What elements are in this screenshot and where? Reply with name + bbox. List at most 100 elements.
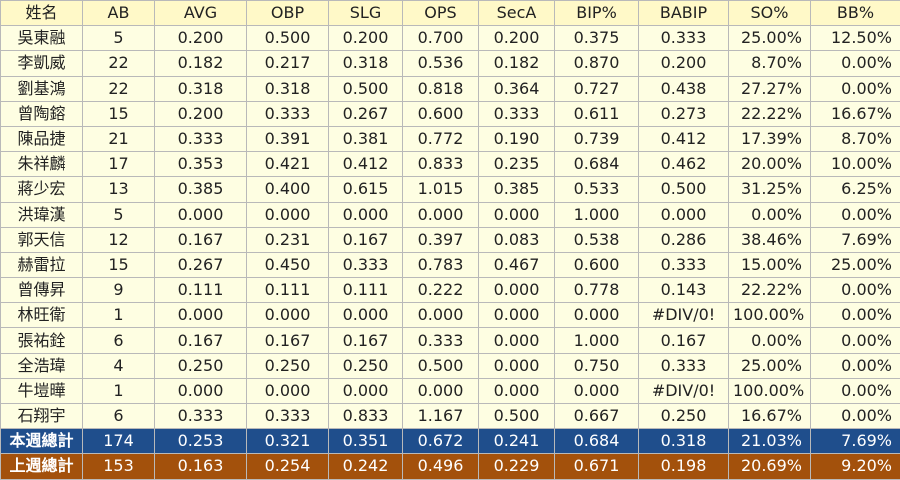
cell-bb-pct[interactable]: 8.70% bbox=[811, 126, 900, 151]
cell-babip[interactable]: 0.333 bbox=[639, 252, 729, 277]
cell-babip[interactable]: 0.318 bbox=[639, 429, 729, 454]
cell-ops[interactable]: 0.333 bbox=[403, 328, 479, 353]
cell-bb-pct[interactable]: 12.50% bbox=[811, 26, 900, 51]
cell-ab[interactable]: 22 bbox=[83, 76, 155, 101]
cell-seca[interactable]: 0.000 bbox=[479, 202, 555, 227]
cell-avg[interactable]: 0.163 bbox=[155, 454, 247, 479]
cell-slg[interactable]: 0.200 bbox=[329, 26, 403, 51]
cell-ops[interactable]: 1.167 bbox=[403, 404, 479, 429]
cell-name[interactable]: 牛塏曄 bbox=[1, 378, 83, 403]
cell-obp[interactable]: 0.318 bbox=[247, 76, 329, 101]
cell-bb-pct[interactable]: 0.00% bbox=[811, 278, 900, 303]
cell-babip[interactable]: 0.333 bbox=[639, 26, 729, 51]
cell-so-pct[interactable]: 25.00% bbox=[729, 353, 811, 378]
cell-obp[interactable]: 0.500 bbox=[247, 26, 329, 51]
cell-bb-pct[interactable]: 25.00% bbox=[811, 252, 900, 277]
cell-ops[interactable]: 0.000 bbox=[403, 303, 479, 328]
cell-babip[interactable]: 0.286 bbox=[639, 227, 729, 252]
cell-name[interactable]: 吳東融 bbox=[1, 26, 83, 51]
cell-bip-pct[interactable]: 0.533 bbox=[555, 177, 639, 202]
cell-babip[interactable]: 0.000 bbox=[639, 202, 729, 227]
cell-seca[interactable]: 0.000 bbox=[479, 378, 555, 403]
cell-seca[interactable]: 0.241 bbox=[479, 429, 555, 454]
cell-slg[interactable]: 0.333 bbox=[329, 252, 403, 277]
cell-ops[interactable]: 0.772 bbox=[403, 126, 479, 151]
cell-slg[interactable]: 0.412 bbox=[329, 152, 403, 177]
cell-ops[interactable]: 0.600 bbox=[403, 101, 479, 126]
cell-ab[interactable]: 22 bbox=[83, 51, 155, 76]
cell-ab[interactable]: 5 bbox=[83, 26, 155, 51]
cell-so-pct[interactable]: 22.22% bbox=[729, 101, 811, 126]
cell-seca[interactable]: 0.190 bbox=[479, 126, 555, 151]
cell-babip[interactable]: 0.412 bbox=[639, 126, 729, 151]
cell-babip[interactable]: 0.273 bbox=[639, 101, 729, 126]
cell-bip-pct[interactable]: 0.778 bbox=[555, 278, 639, 303]
cell-babip[interactable]: #DIV/0! bbox=[639, 378, 729, 403]
cell-slg[interactable]: 0.318 bbox=[329, 51, 403, 76]
cell-seca[interactable]: 0.000 bbox=[479, 353, 555, 378]
cell-obp[interactable]: 0.167 bbox=[247, 328, 329, 353]
cell-bb-pct[interactable]: 0.00% bbox=[811, 328, 900, 353]
col-header-slg[interactable]: SLG bbox=[329, 1, 403, 26]
cell-avg[interactable]: 0.267 bbox=[155, 252, 247, 277]
cell-so-pct[interactable]: 0.00% bbox=[729, 202, 811, 227]
cell-seca[interactable]: 0.364 bbox=[479, 76, 555, 101]
cell-seca[interactable]: 0.182 bbox=[479, 51, 555, 76]
cell-so-pct[interactable]: 16.67% bbox=[729, 404, 811, 429]
cell-obp[interactable]: 0.231 bbox=[247, 227, 329, 252]
col-header-obp[interactable]: OBP bbox=[247, 1, 329, 26]
cell-seca[interactable]: 0.229 bbox=[479, 454, 555, 479]
cell-name[interactable]: 林旺衛 bbox=[1, 303, 83, 328]
cell-so-pct[interactable]: 0.00% bbox=[729, 328, 811, 353]
cell-obp[interactable]: 0.000 bbox=[247, 202, 329, 227]
cell-avg[interactable]: 0.000 bbox=[155, 202, 247, 227]
cell-babip[interactable]: 0.167 bbox=[639, 328, 729, 353]
cell-obp[interactable]: 0.391 bbox=[247, 126, 329, 151]
cell-so-pct[interactable]: 8.70% bbox=[729, 51, 811, 76]
cell-slg[interactable]: 0.500 bbox=[329, 76, 403, 101]
cell-slg[interactable]: 0.000 bbox=[329, 202, 403, 227]
cell-ab[interactable]: 15 bbox=[83, 101, 155, 126]
cell-babip[interactable]: #DIV/0! bbox=[639, 303, 729, 328]
col-header-so-pct[interactable]: SO% bbox=[729, 1, 811, 26]
cell-bip-pct[interactable]: 0.684 bbox=[555, 429, 639, 454]
cell-bip-pct[interactable]: 0.739 bbox=[555, 126, 639, 151]
cell-slg[interactable]: 0.000 bbox=[329, 303, 403, 328]
cell-slg[interactable]: 0.111 bbox=[329, 278, 403, 303]
cell-seca[interactable]: 0.200 bbox=[479, 26, 555, 51]
cell-bb-pct[interactable]: 0.00% bbox=[811, 378, 900, 403]
cell-ab[interactable]: 17 bbox=[83, 152, 155, 177]
cell-bb-pct[interactable]: 9.20% bbox=[811, 454, 900, 479]
cell-name[interactable]: 劉基鴻 bbox=[1, 76, 83, 101]
cell-seca[interactable]: 0.385 bbox=[479, 177, 555, 202]
cell-slg[interactable]: 0.833 bbox=[329, 404, 403, 429]
cell-avg[interactable]: 0.333 bbox=[155, 404, 247, 429]
cell-bip-pct[interactable]: 0.727 bbox=[555, 76, 639, 101]
cell-avg[interactable]: 0.333 bbox=[155, 126, 247, 151]
cell-name[interactable]: 全浩瑋 bbox=[1, 353, 83, 378]
cell-bip-pct[interactable]: 0.000 bbox=[555, 303, 639, 328]
cell-name[interactable]: 洪瑋漢 bbox=[1, 202, 83, 227]
cell-obp[interactable]: 0.400 bbox=[247, 177, 329, 202]
cell-name[interactable]: 曾傳昇 bbox=[1, 278, 83, 303]
cell-ab[interactable]: 15 bbox=[83, 252, 155, 277]
cell-bb-pct[interactable]: 0.00% bbox=[811, 51, 900, 76]
cell-obp[interactable]: 0.000 bbox=[247, 378, 329, 403]
cell-ops[interactable]: 0.500 bbox=[403, 353, 479, 378]
cell-ops[interactable]: 0.700 bbox=[403, 26, 479, 51]
cell-so-pct[interactable]: 20.69% bbox=[729, 454, 811, 479]
cell-seca[interactable]: 0.467 bbox=[479, 252, 555, 277]
cell-obp[interactable]: 0.217 bbox=[247, 51, 329, 76]
cell-slg[interactable]: 0.615 bbox=[329, 177, 403, 202]
col-header-ops[interactable]: OPS bbox=[403, 1, 479, 26]
cell-obp[interactable]: 0.450 bbox=[247, 252, 329, 277]
cell-obp[interactable]: 0.421 bbox=[247, 152, 329, 177]
cell-so-pct[interactable]: 38.46% bbox=[729, 227, 811, 252]
cell-seca[interactable]: 0.000 bbox=[479, 278, 555, 303]
cell-ops[interactable]: 0.818 bbox=[403, 76, 479, 101]
cell-obp[interactable]: 0.250 bbox=[247, 353, 329, 378]
cell-slg[interactable]: 0.167 bbox=[329, 227, 403, 252]
cell-bip-pct[interactable]: 0.600 bbox=[555, 252, 639, 277]
cell-name[interactable]: 郭天信 bbox=[1, 227, 83, 252]
cell-ab[interactable]: 13 bbox=[83, 177, 155, 202]
